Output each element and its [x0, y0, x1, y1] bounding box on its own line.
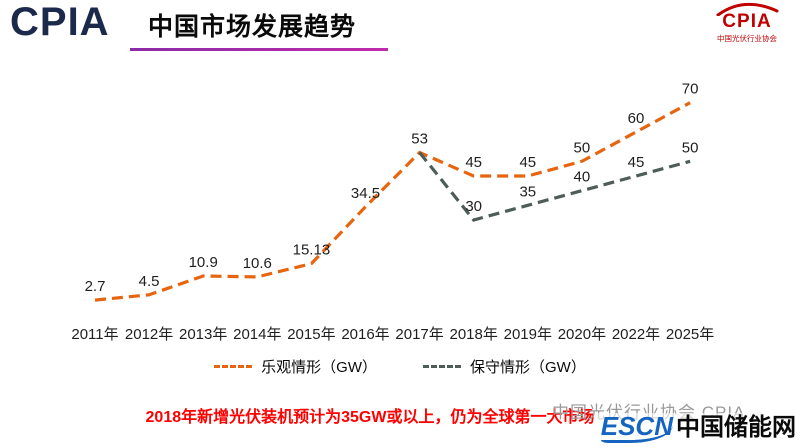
header: CPIA 中国市场发展趋势 CPIA 中国光伏行业协会: [0, 0, 800, 58]
data-label: 15.13: [293, 242, 331, 259]
chart-area: 2.7 4.5 10.9 10.6 15.13 34.5 53 45 45 50 60 70 30 35 4…: [30, 58, 770, 348]
x-axis-label: 2019年: [504, 326, 552, 343]
data-label: 4.5: [139, 273, 160, 290]
x-axis-label: 2013年: [179, 326, 227, 343]
series-line: [94, 101, 691, 302]
trend-chart-svg: 2.7 4.5 10.9 10.6 15.13 34.5 53 45 45 50 60 70 30 35 4…: [71, 81, 714, 343]
x-axis-label: 2017年: [395, 326, 443, 343]
legend-item: 乐观情形（GW）: [214, 356, 377, 377]
escn-logo-en: ESCN: [600, 411, 673, 443]
legend-dash-swatch: [214, 365, 253, 368]
escn-watermark: ESCN 中国储能网: [596, 411, 796, 443]
data-label: 60: [628, 110, 645, 127]
cpia-logo-text-left: CPIA: [10, 0, 110, 44]
data-label: 45: [628, 154, 645, 171]
data-label: 30: [465, 198, 482, 215]
x-axis-label: 2022年: [612, 326, 660, 343]
title-block: 中国市场发展趋势: [130, 7, 388, 51]
page-title: 中国市场发展趋势: [148, 13, 357, 41]
cpia-arc-icon: [716, 2, 779, 16]
title-underline: [130, 48, 388, 51]
legend: 乐观情形（GW） 保守情形（GW）: [0, 356, 800, 377]
data-label: 2.7: [85, 278, 106, 295]
x-axis-label: 2012年: [125, 326, 173, 343]
data-label: 40: [574, 169, 591, 186]
cpia-org-logo-subtitle: 中国光伏行业协会: [717, 33, 777, 43]
x-axis-label: 2011年: [71, 326, 118, 343]
x-axis-label: 2014年: [233, 326, 281, 343]
x-axis-label: 2020年: [558, 326, 606, 343]
series-line: [418, 151, 691, 222]
data-label: 45: [465, 154, 482, 171]
data-label: 50: [574, 139, 591, 156]
footer-note: 2018年新增光伏装机预计为35GW或以上，仍为全球第一大市场: [145, 409, 595, 426]
data-label: 70: [682, 81, 699, 98]
data-label: 50: [682, 139, 699, 156]
cpia-org-logo: CPIA 中国光伏行业协会: [704, 2, 790, 44]
data-label: 10.6: [243, 255, 272, 272]
x-axis-label: 2018年: [450, 326, 498, 343]
data-label: 45: [519, 154, 536, 171]
escn-logo-cn: 中国储能网: [676, 414, 796, 441]
legend-dash-swatch: [423, 365, 461, 368]
data-label: 10.9: [189, 254, 218, 271]
x-axis-label: 2025年: [666, 326, 714, 343]
legend-label: 乐观情形（GW）: [261, 359, 377, 376]
data-label: 35: [519, 183, 536, 200]
data-label: 34.5: [351, 185, 380, 202]
x-axis-label: 2016年: [341, 326, 389, 343]
data-label: 53: [411, 131, 428, 148]
x-axis-label: 2015年: [287, 326, 335, 343]
legend-label: 保守情形（GW）: [470, 359, 586, 376]
legend-item: 保守情形（GW）: [423, 356, 586, 377]
cpia-org-logo-text: CPIA: [722, 11, 772, 32]
